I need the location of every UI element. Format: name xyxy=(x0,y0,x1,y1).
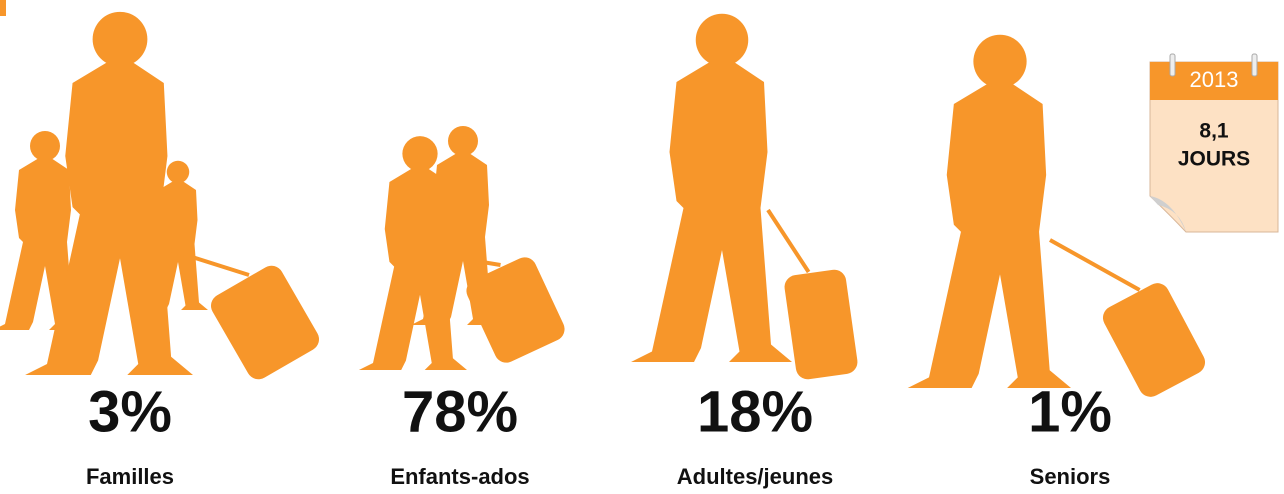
suitcase xyxy=(784,269,858,380)
value-label: 18% xyxy=(697,379,813,444)
value-label: 3% xyxy=(88,379,172,444)
suitcase xyxy=(1102,283,1206,397)
head xyxy=(695,13,749,67)
calendar-curl xyxy=(1150,196,1186,232)
suitcase xyxy=(466,257,565,363)
handle xyxy=(169,248,250,277)
calendar-unit: JOURS xyxy=(1178,148,1250,171)
silhouette xyxy=(25,11,193,376)
body xyxy=(0,158,85,330)
head xyxy=(92,11,148,67)
value-label: 1% xyxy=(1028,379,1112,444)
calendar-year: 2013 xyxy=(1190,67,1239,92)
category-figures xyxy=(358,126,565,370)
category-label: Adultes/jeunes xyxy=(677,464,833,489)
body xyxy=(907,82,1071,388)
corner-accent xyxy=(0,0,6,16)
suitcase xyxy=(211,265,319,380)
head xyxy=(166,160,190,184)
head xyxy=(973,34,1027,89)
calendar-ring xyxy=(1251,53,1258,77)
category-figures xyxy=(907,34,1206,397)
calendar-value: 8,1 xyxy=(1199,120,1229,143)
category-label: Seniors xyxy=(1030,464,1111,489)
body xyxy=(25,61,193,376)
category-label: Enfants-ados xyxy=(390,464,529,489)
head xyxy=(402,136,438,172)
calendar-ring xyxy=(1169,53,1176,77)
silhouette xyxy=(0,131,85,330)
head xyxy=(448,126,478,156)
handle xyxy=(766,208,811,274)
handle xyxy=(1049,238,1141,292)
category-figures xyxy=(631,13,858,380)
calendar: 2013 8,1 JOURS xyxy=(1149,53,1279,233)
body xyxy=(631,61,792,362)
head xyxy=(30,131,60,161)
silhouette xyxy=(631,13,792,362)
category-figures xyxy=(0,11,319,380)
handle xyxy=(469,258,501,267)
silhouette xyxy=(907,34,1071,388)
value-label: 78% xyxy=(402,379,518,444)
category-label: Familles xyxy=(86,464,174,489)
